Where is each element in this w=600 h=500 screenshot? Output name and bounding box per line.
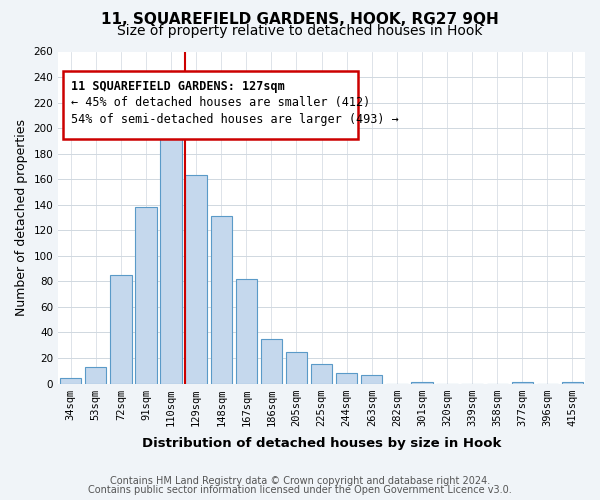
Bar xyxy=(160,116,182,384)
Bar xyxy=(136,208,157,384)
Text: ← 45% of detached houses are smaller (412): ← 45% of detached houses are smaller (41… xyxy=(71,96,371,110)
Bar xyxy=(110,275,131,384)
Text: Contains public sector information licensed under the Open Government Licence v3: Contains public sector information licen… xyxy=(88,485,512,495)
Bar xyxy=(411,382,433,384)
Text: 11, SQUAREFIELD GARDENS, HOOK, RG27 9QH: 11, SQUAREFIELD GARDENS, HOOK, RG27 9QH xyxy=(101,12,499,28)
Bar xyxy=(361,374,382,384)
Text: Contains HM Land Registry data © Crown copyright and database right 2024.: Contains HM Land Registry data © Crown c… xyxy=(110,476,490,486)
Bar xyxy=(85,367,106,384)
Bar xyxy=(211,216,232,384)
Bar xyxy=(60,378,82,384)
Text: 54% of semi-detached houses are larger (493) →: 54% of semi-detached houses are larger (… xyxy=(71,113,399,126)
Y-axis label: Number of detached properties: Number of detached properties xyxy=(15,119,28,316)
Bar xyxy=(512,382,533,384)
Bar xyxy=(562,382,583,384)
Text: Size of property relative to detached houses in Hook: Size of property relative to detached ho… xyxy=(117,24,483,38)
Bar xyxy=(336,374,358,384)
FancyBboxPatch shape xyxy=(64,72,358,140)
X-axis label: Distribution of detached houses by size in Hook: Distribution of detached houses by size … xyxy=(142,437,501,450)
Bar xyxy=(311,364,332,384)
Bar xyxy=(261,339,282,384)
Bar xyxy=(236,279,257,384)
Bar xyxy=(286,352,307,384)
Bar xyxy=(185,176,207,384)
Text: 11 SQUAREFIELD GARDENS: 127sqm: 11 SQUAREFIELD GARDENS: 127sqm xyxy=(71,80,285,92)
